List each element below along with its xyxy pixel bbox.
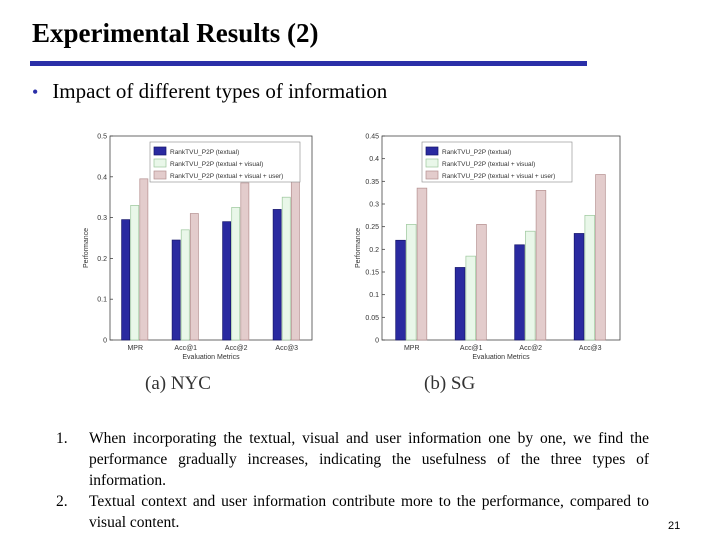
- x-tick-label: Acc@2: [225, 345, 248, 352]
- legend-swatch: [153, 158, 167, 168]
- y-tick-label: 0.4: [369, 156, 379, 163]
- legend-entry: RankTVU_P2P (textual): [170, 149, 239, 156]
- bar: [189, 213, 199, 341]
- y-tick-label: 0.5: [97, 134, 107, 141]
- legend-swatch: [425, 158, 439, 168]
- legend-entry: RankTVU_P2P (textual + visual + user): [442, 173, 555, 180]
- bar: [281, 196, 291, 341]
- y-tick-label: 0: [375, 338, 379, 345]
- legend-box: [149, 141, 301, 183]
- bullet-text: Impact of different types of information: [52, 79, 388, 103]
- y-tick-label: 0.2: [97, 256, 107, 263]
- bar: [416, 187, 428, 341]
- finding-item-1: 1. When incorporating the textual, visua…: [56, 428, 649, 491]
- title-underline: [30, 61, 587, 66]
- bar: [465, 255, 476, 341]
- x-tick-label: MPR: [127, 345, 143, 352]
- y-tick-label: 0.3: [369, 202, 379, 209]
- y-tick-label: 0.35: [365, 179, 379, 186]
- bar: [525, 230, 536, 341]
- y-tick-label: 0.15: [365, 270, 379, 277]
- y-tick-label: 0.3: [97, 215, 107, 222]
- x-tick-label: Acc@2: [519, 345, 542, 352]
- x-tick-label: Acc@1: [460, 345, 483, 352]
- bar: [180, 229, 190, 341]
- bar: [573, 233, 585, 341]
- legend-swatch: [425, 170, 439, 180]
- y-tick-label: 0.2: [369, 247, 379, 254]
- y-tick-label: 0.1: [369, 292, 379, 299]
- bar: [231, 207, 241, 341]
- legend-swatch: [153, 146, 167, 156]
- finding-text: When incorporating the textual, visual a…: [89, 430, 649, 489]
- y-tick-label: 0.05: [365, 315, 379, 322]
- chart-caption-nyc: (a) NYC: [145, 373, 211, 394]
- bar: [290, 166, 300, 341]
- finding-number: 2.: [56, 493, 68, 510]
- legend-entry: RankTVU_P2P (textual): [442, 149, 511, 156]
- bar: [584, 214, 595, 341]
- y-tick-label: 0: [103, 338, 107, 345]
- bar: [514, 244, 525, 341]
- y-axis-label: Performance: [355, 228, 362, 268]
- chart-sg: 0 0.05 0.1 0.15 0.2 0.25 0.3 0.35 0.4 0.45 MPR Acc@…: [355, 134, 621, 361]
- bar: [121, 219, 131, 341]
- finding-item-2: 2. Textual context and user information …: [56, 491, 649, 533]
- bar: [130, 205, 140, 341]
- legend: RankTVU_P2P (textual) RankTVU_P2P (textua…: [421, 141, 573, 183]
- legend-entry: RankTVU_P2P (textual + visual): [170, 161, 263, 168]
- chart-nyc: 0 0.1 0.2 0.3 0.4 0.5 MPR Acc@1 Acc@2 Acc@3 Evalua…: [83, 134, 313, 361]
- y-tick-label: 0.4: [97, 174, 107, 181]
- bar: [222, 221, 232, 341]
- legend: RankTVU_P2P (textual) RankTVU_P2P (textua…: [149, 141, 301, 183]
- bar: [139, 178, 149, 341]
- legend-box: [421, 141, 573, 183]
- legend-swatch: [425, 146, 439, 156]
- legend-entry: RankTVU_P2P (textual + visual): [442, 161, 535, 168]
- x-tick-label: Acc@1: [174, 345, 197, 352]
- y-axis-label: Performance: [83, 228, 90, 268]
- x-tick-label: Acc@3: [579, 345, 602, 352]
- bar: [240, 182, 250, 341]
- x-axis-label: Evaluation Metrics: [472, 354, 530, 361]
- bar: [454, 267, 466, 341]
- bar: [272, 209, 282, 341]
- legend-entry: RankTVU_P2P (textual + visual + user): [170, 173, 283, 180]
- y-tick-label: 0.25: [365, 224, 379, 231]
- x-axis-label: Evaluation Metrics: [182, 354, 240, 361]
- findings-list: 1. When incorporating the textual, visua…: [56, 428, 649, 533]
- bar: [395, 239, 406, 341]
- bar: [171, 239, 181, 341]
- bar: [476, 224, 487, 341]
- slide-title: Experimental Results (2): [32, 18, 319, 48]
- page-number: 21: [668, 520, 681, 532]
- bullet-item: • Impact of different types of informatio…: [32, 79, 387, 104]
- finding-text: Textual context and user information con…: [89, 493, 649, 531]
- bar: [406, 224, 417, 341]
- bullet-dot-icon: •: [32, 82, 39, 102]
- legend-swatch: [153, 170, 167, 180]
- y-tick-label: 0.1: [97, 297, 107, 304]
- x-tick-label: Acc@3: [275, 345, 298, 352]
- bar: [535, 190, 547, 341]
- chart-caption-sg: (b) SG: [424, 373, 476, 394]
- bar: [595, 174, 606, 341]
- finding-number: 1.: [56, 430, 68, 447]
- y-tick-label: 0.45: [365, 134, 379, 141]
- x-tick-label: MPR: [404, 345, 420, 352]
